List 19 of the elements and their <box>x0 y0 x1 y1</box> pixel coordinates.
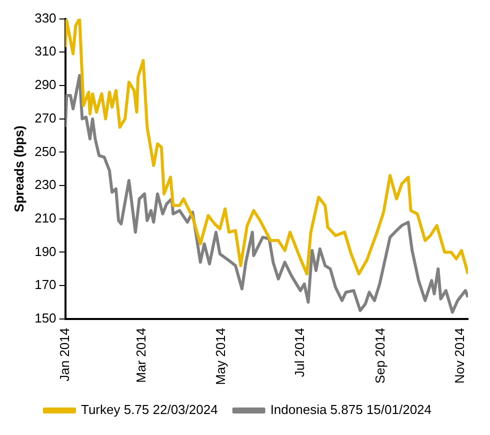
legend-label: Indonesia 5.875 15/01/2024 <box>270 402 432 418</box>
y-tick-label: 290 <box>34 77 56 92</box>
x-tick-label: Mar 2014 <box>134 328 149 383</box>
y-tick-label: 230 <box>34 177 56 192</box>
x-tick-label: Jan 2014 <box>56 328 72 382</box>
x-tick-label: Nov 2014 <box>452 328 467 384</box>
y-tick-label: 250 <box>34 144 56 159</box>
x-tick-label: Sep 2014 <box>372 328 388 384</box>
y-tick-label: 170 <box>34 277 56 292</box>
y-tick-label: 210 <box>34 210 56 226</box>
y-tick-label: 190 <box>34 244 56 259</box>
x-tick-label: Jul 2014 <box>292 328 307 378</box>
y-tick-label: 330 <box>34 10 56 26</box>
y-tick-label: 270 <box>34 110 56 126</box>
x-tick-label: May 2014 <box>212 328 228 386</box>
y-tick-label: 310 <box>34 44 56 59</box>
legend-label: Turkey 5.75 22/03/2024 <box>80 402 218 418</box>
y-tick-label: 150 <box>34 310 56 326</box>
y-axis-title: Spreads (bps) <box>11 126 26 212</box>
